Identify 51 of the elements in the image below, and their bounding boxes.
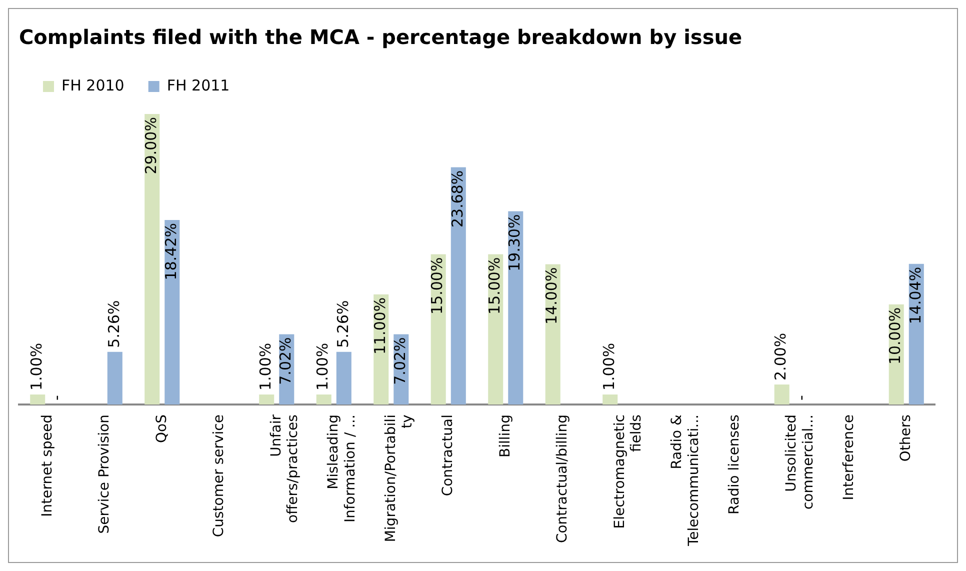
legend-label: FH 2011 [166, 76, 230, 94]
data-label: 11.00% [370, 297, 389, 355]
data-label: 15.00% [485, 257, 504, 314]
x-tick-label: Unsolicited commercial... [784, 414, 816, 510]
x-tick-label: Others [898, 414, 914, 462]
data-label: 7.02% [276, 337, 295, 385]
data-label: 5.26% [104, 300, 123, 348]
bar [30, 394, 46, 405]
x-tick-label: Contractual [440, 414, 456, 496]
x-tick-label: Customer service [211, 414, 228, 538]
x-tick-label: Billing [497, 414, 514, 458]
bar [450, 167, 466, 405]
bar [316, 394, 332, 405]
data-label: - [792, 395, 810, 401]
x-tick-label: Misleading Information / ... [326, 414, 358, 523]
data-label: 5.26% [334, 300, 352, 348]
chart-title: Complaints filed with the MCA - percentage breakdown by issue [19, 25, 742, 50]
data-label: 1.00% [600, 342, 618, 391]
data-label: 14.04% [906, 266, 924, 324]
x-tick-label: Electromagnetic fields [612, 414, 645, 529]
data-label: 18.42% [162, 223, 180, 280]
data-label: 1.00% [256, 342, 274, 391]
x-tick-label: Internet speed [39, 414, 56, 517]
data-label: - [48, 395, 66, 401]
x-tick-label: Radio licenses [726, 414, 742, 514]
data-label: 23.68% [448, 170, 466, 228]
bar [508, 211, 524, 405]
bar [164, 220, 180, 405]
x-tick-label: QoS [154, 414, 170, 444]
bar [144, 114, 160, 405]
bar [259, 394, 274, 405]
legend-label: FH 2010 [62, 76, 124, 94]
data-label: 14.00% [542, 267, 561, 324]
data-label: 7.02% [391, 337, 410, 385]
x-tick-label: Service Provision [96, 414, 113, 534]
x-tick-label: Contractual/billing [554, 414, 571, 544]
bar [602, 394, 618, 405]
data-label: 1.00% [27, 342, 46, 391]
bar [336, 352, 352, 405]
bar [107, 352, 122, 405]
data-label: 29.00% [142, 117, 160, 174]
x-tick-label: Unfair offers/practices [268, 414, 302, 524]
data-label: 15.00% [428, 257, 446, 314]
data-label: 1.00% [314, 342, 332, 391]
data-label: 19.30% [506, 214, 524, 272]
x-tick-label: Migration/Portability [382, 414, 416, 542]
data-label: 2.00% [772, 332, 790, 380]
bar [774, 384, 790, 405]
x-tick-label: Interference [840, 414, 857, 500]
data-label: 10.00% [886, 307, 904, 365]
x-tick-label: Radio & Telecommunicati... [669, 414, 702, 547]
